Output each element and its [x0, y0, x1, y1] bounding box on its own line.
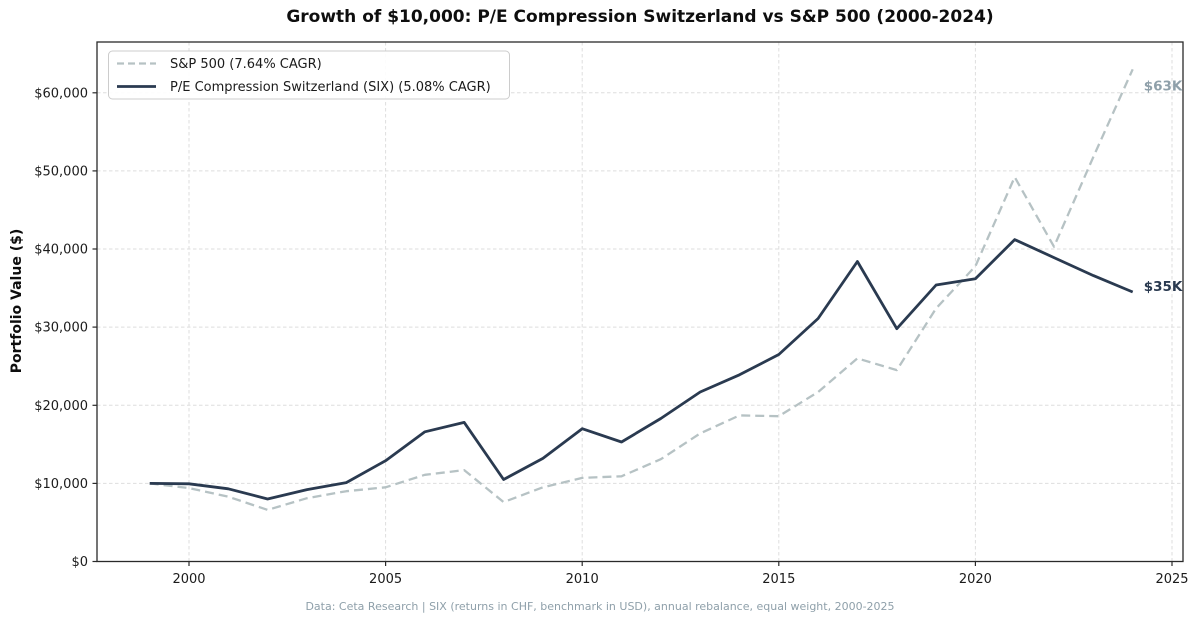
y-tick-label-10000: $10,000 — [34, 477, 88, 492]
y-tick-label-20000: $20,000 — [34, 399, 88, 414]
legend-box — [108, 50, 510, 100]
x-tick-label-2025: 2025 — [1155, 572, 1188, 587]
y-tick-label-60000: $60,000 — [34, 86, 88, 101]
annotation-sp500-end-value: $63K — [1144, 78, 1183, 94]
x-tick-label-2000: 2000 — [172, 572, 205, 587]
x-tick-label-2010: 2010 — [566, 572, 599, 587]
axis-ticks: 2000 2005 2010 2015 2020 2025 $0 $10,000 $20,000… — [34, 86, 1188, 587]
x-tick-label-2015: 2015 — [762, 572, 795, 587]
chart-title: Growth of $10,000: P/E Compression Switz… — [286, 7, 994, 27]
legend-label-six: P/E Compression Switzerland (SIX) (5.08%… — [170, 80, 491, 95]
gridlines — [97, 42, 1183, 562]
y-tick-label-30000: $30,000 — [34, 321, 88, 336]
y-tick-label-50000: $50,000 — [34, 164, 88, 179]
x-tick-label-2005: 2005 — [369, 572, 402, 587]
series-line-sp500 — [149, 68, 1134, 512]
y-tick-label-40000: $40,000 — [34, 243, 88, 258]
annotation-six-end-value: $35K — [1144, 279, 1183, 295]
plot-frame — [96, 41, 1184, 563]
x-tick-label-2020: 2020 — [959, 572, 992, 587]
legend: S&P 500 (7.64% CAGR) P/E Compression Swi… — [108, 50, 510, 100]
footer-note: Data: Ceta Research | SIX (returns in CH… — [305, 600, 895, 613]
series-lines — [149, 68, 1134, 512]
y-tick-label-0: $0 — [71, 555, 88, 570]
legend-label-sp500: S&P 500 (7.64% CAGR) — [170, 57, 322, 72]
series-line-six — [149, 238, 1134, 501]
